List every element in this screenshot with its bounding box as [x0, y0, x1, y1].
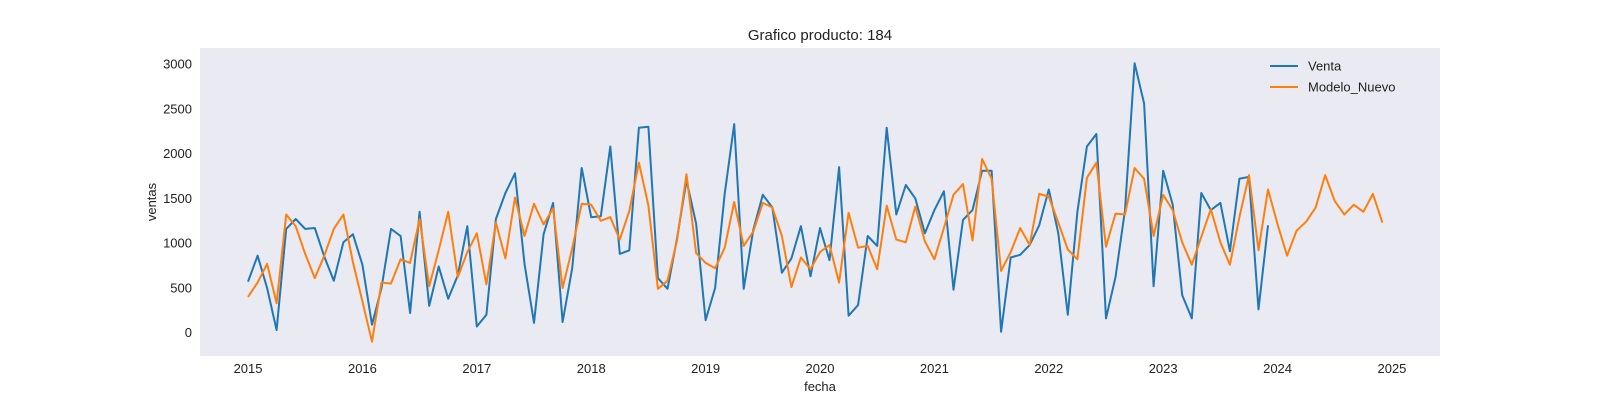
chart-title: Grafico producto: 184	[748, 27, 892, 44]
x-tick-label: 2017	[462, 361, 491, 376]
y-tick-label: 2000	[163, 146, 192, 161]
x-tick-label: 2018	[577, 361, 606, 376]
x-tick-label: 2016	[348, 361, 377, 376]
y-axis: 0 500 1000 1500 2000 2500 3000	[163, 57, 192, 341]
x-tick-label: 2022	[1034, 361, 1063, 376]
y-tick-label: 3000	[163, 57, 192, 72]
x-tick-label: 2024	[1263, 361, 1292, 376]
legend-label: Modelo_Nuevo	[1308, 80, 1395, 95]
series-line-modelo-nuevo	[247, 158, 1384, 343]
x-tick-label: 2025	[1377, 361, 1406, 376]
series-lines	[247, 62, 1384, 343]
y-tick-label: 2500	[163, 101, 192, 116]
x-axis: 2015 2016 2017 2018 2019 2020 2021 2022 2023 2024…	[234, 361, 1407, 376]
x-tick-label: 2015	[234, 361, 263, 376]
x-tick-label: 2019	[691, 361, 720, 376]
plot-background	[200, 48, 1440, 356]
legend: Venta Modelo_Nuevo	[1270, 59, 1395, 95]
y-tick-label: 1500	[163, 191, 192, 206]
x-tick-label: 2021	[920, 361, 949, 376]
x-axis-label: fecha	[804, 379, 837, 394]
y-axis-label: ventas	[144, 182, 159, 221]
x-tick-label: 2023	[1149, 361, 1178, 376]
legend-label: Venta	[1308, 59, 1342, 74]
y-tick-label: 1000	[163, 236, 192, 251]
x-tick-label: 2020	[806, 361, 835, 376]
y-tick-label: 0	[185, 325, 192, 340]
y-tick-label: 500	[170, 280, 192, 295]
